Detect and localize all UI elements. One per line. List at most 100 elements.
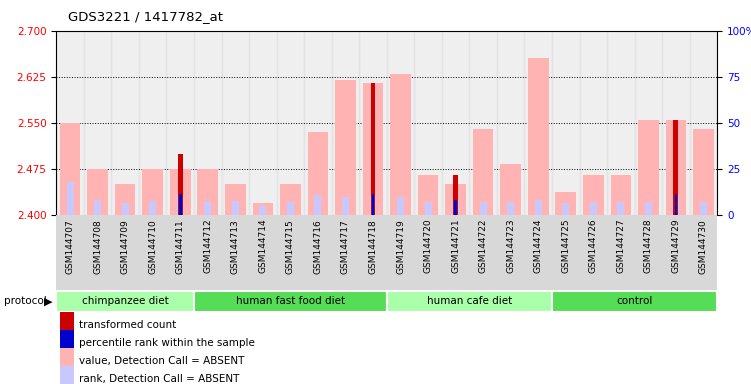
Text: control: control (617, 296, 653, 306)
Bar (342, 197, 349, 215)
Text: GSM144729: GSM144729 (671, 219, 680, 273)
Bar (452, 202, 459, 215)
Bar (259, 206, 267, 215)
Bar (194, 31, 222, 215)
Bar (391, 74, 411, 215)
Text: GSM144714: GSM144714 (258, 219, 267, 273)
Text: GSM144725: GSM144725 (561, 219, 570, 273)
Bar (369, 195, 376, 215)
Bar (665, 120, 686, 215)
Text: GSM144724: GSM144724 (534, 219, 543, 273)
Bar (672, 200, 680, 215)
Bar (59, 366, 74, 384)
Bar (507, 202, 514, 215)
Text: GSM144709: GSM144709 (121, 219, 130, 273)
Bar (424, 202, 432, 215)
Text: GSM144726: GSM144726 (589, 219, 598, 273)
Bar (194, 215, 222, 290)
Bar (662, 215, 689, 290)
Text: human cafe diet: human cafe diet (427, 296, 512, 306)
Bar (689, 215, 717, 290)
Bar (556, 192, 576, 215)
Bar (662, 31, 689, 215)
Bar (94, 200, 101, 215)
Bar (198, 169, 218, 215)
Bar (562, 203, 569, 215)
Bar (111, 215, 139, 290)
Bar (528, 58, 548, 215)
Text: GSM144717: GSM144717 (341, 219, 350, 273)
Bar (387, 215, 415, 290)
Text: GSM144713: GSM144713 (231, 219, 240, 273)
Bar (372, 194, 374, 215)
Bar (552, 215, 580, 290)
Bar (179, 194, 182, 215)
Bar (645, 202, 652, 215)
Bar (56, 31, 84, 215)
Bar (232, 201, 239, 215)
Bar (607, 31, 635, 215)
Text: GSM144720: GSM144720 (424, 219, 433, 273)
Bar (308, 132, 328, 215)
Bar (453, 175, 458, 215)
Bar (167, 215, 194, 290)
Bar (442, 31, 469, 215)
Bar (139, 31, 167, 215)
Bar (87, 169, 108, 215)
Text: human fast food diet: human fast food diet (236, 296, 345, 306)
Bar (59, 312, 74, 338)
Bar (415, 31, 442, 215)
Text: GSM144712: GSM144712 (204, 219, 213, 273)
Bar (387, 291, 552, 312)
Bar (67, 182, 74, 215)
Bar (276, 31, 304, 215)
Bar (252, 203, 273, 215)
Bar (167, 31, 194, 215)
Bar (552, 291, 717, 312)
Bar (638, 120, 659, 215)
Bar (359, 31, 387, 215)
Bar (315, 195, 321, 215)
Text: value, Detection Call = ABSENT: value, Detection Call = ABSENT (80, 356, 245, 366)
Bar (635, 31, 662, 215)
Text: GSM144722: GSM144722 (478, 219, 487, 273)
Text: GSM144718: GSM144718 (369, 219, 378, 273)
Text: percentile rank within the sample: percentile rank within the sample (80, 338, 255, 348)
Bar (387, 31, 415, 215)
Bar (397, 197, 404, 215)
Text: GSM144730: GSM144730 (699, 219, 708, 273)
Bar (480, 202, 487, 215)
Bar (607, 215, 635, 290)
Text: GSM144707: GSM144707 (65, 219, 74, 273)
Bar (276, 215, 304, 290)
Bar (56, 291, 194, 312)
Bar (473, 129, 493, 215)
Bar (111, 31, 139, 215)
Bar (204, 201, 211, 215)
Bar (56, 215, 84, 290)
Bar (335, 80, 356, 215)
Text: GSM144710: GSM144710 (148, 219, 157, 273)
Text: chimpanzee diet: chimpanzee diet (82, 296, 168, 306)
Bar (249, 31, 276, 215)
Bar (552, 31, 580, 215)
Bar (524, 31, 552, 215)
Text: transformed count: transformed count (80, 320, 176, 330)
Bar (583, 175, 604, 215)
Bar (454, 200, 457, 215)
Bar (84, 31, 111, 215)
Text: GSM144727: GSM144727 (617, 219, 626, 273)
Bar (370, 83, 376, 215)
Bar (122, 203, 128, 215)
Bar (149, 201, 156, 215)
Text: GSM144728: GSM144728 (644, 219, 653, 273)
Bar (225, 184, 246, 215)
Bar (535, 200, 541, 215)
Text: GSM144711: GSM144711 (176, 219, 185, 273)
Bar (590, 202, 597, 215)
Bar (359, 215, 387, 290)
Bar (497, 31, 524, 215)
Bar (222, 215, 249, 290)
Bar (178, 154, 182, 215)
Bar (249, 215, 276, 290)
